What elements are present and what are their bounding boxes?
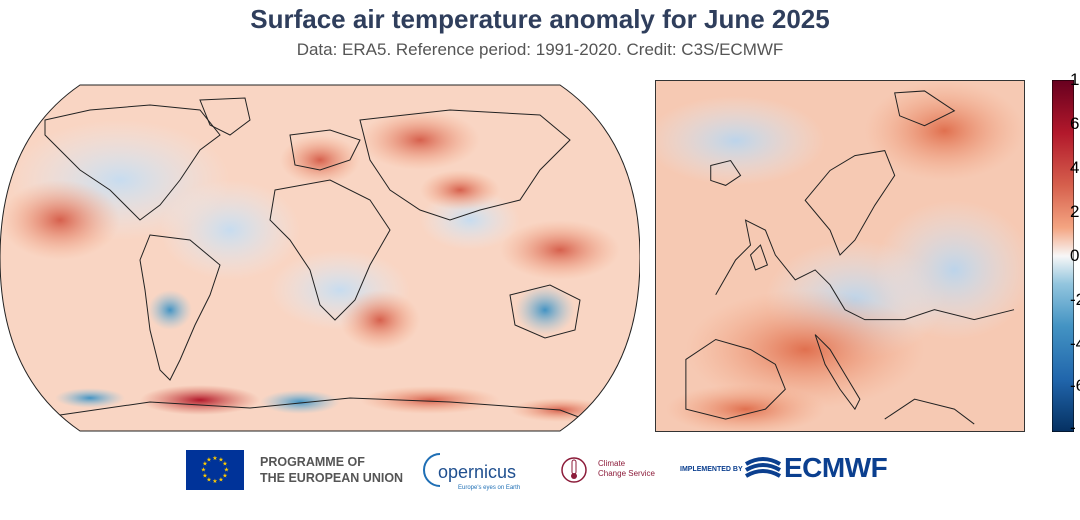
svg-text:★: ★ — [212, 478, 217, 485]
ecmwf-icon — [744, 457, 782, 478]
c3s-logo: Climate Change Service — [561, 457, 655, 483]
implemented-by-label: IMPLEMENTED BY — [680, 466, 743, 473]
world-anomaly-map — [0, 84, 640, 432]
colorbar-tick: -6 — [1070, 376, 1080, 395]
colorbar-tick: - — [1070, 418, 1076, 437]
c3s-line1: Climate — [598, 459, 626, 468]
eu-flag-icon: ★ ★★ ★★★ ★★★ ★★★ — [186, 450, 244, 490]
copernicus-tagline: Europe's eyes on Earth — [458, 485, 520, 491]
c3s-line2: Change Service — [598, 469, 655, 478]
svg-text:★: ★ — [218, 457, 223, 464]
svg-text:★: ★ — [218, 477, 223, 484]
svg-text:★: ★ — [224, 467, 229, 474]
colorbar-tick: 1 — [1070, 70, 1080, 89]
europe-anomaly-map — [655, 80, 1025, 432]
svg-text:★: ★ — [222, 461, 227, 468]
ecmwf-wordmark: ECMWF — [784, 452, 888, 483]
colorbar-tick: 0 — [1070, 246, 1080, 265]
colorbar-tick: -2 — [1070, 290, 1080, 309]
colorbar-tick: 4 — [1070, 158, 1080, 177]
chart-subtitle: Data: ERA5. Reference period: 1991-2020.… — [296, 40, 784, 59]
svg-text:★: ★ — [212, 455, 217, 462]
svg-text:★: ★ — [222, 473, 227, 480]
colorbar-tick: -4 — [1070, 334, 1080, 353]
colorbar-tick: 6 — [1070, 114, 1080, 133]
svg-text:★: ★ — [206, 477, 211, 484]
copernicus-name: opernicus — [438, 462, 516, 482]
svg-text:★: ★ — [206, 457, 211, 464]
eu-programme-label: PROGRAMME OF THE EUROPEAN UNION — [260, 455, 404, 485]
colorbar-tick: 2 — [1070, 202, 1080, 221]
svg-text:★: ★ — [202, 461, 207, 468]
copernicus-logo: opernicus Europe's eyes on Earth — [423, 453, 520, 491]
svg-text:★: ★ — [201, 467, 206, 474]
svg-text:★: ★ — [202, 473, 207, 480]
colorbar — [1052, 80, 1074, 432]
chart-title: Surface air temperature anomaly for June… — [250, 4, 830, 34]
